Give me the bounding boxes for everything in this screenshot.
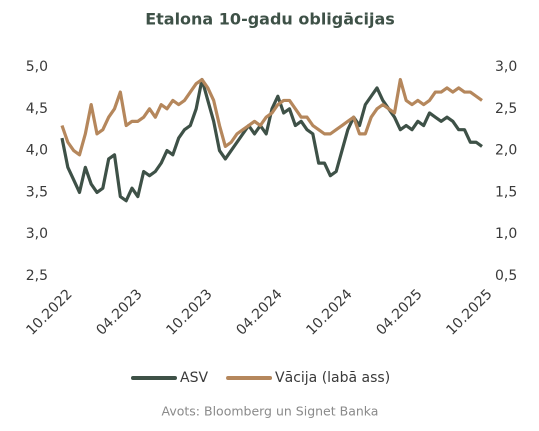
x-tick-label: 10.2022 <box>23 286 75 338</box>
chart-title: Etalona 10-gadu obligācijas <box>145 10 395 29</box>
x-tick-label: 04.2025 <box>373 286 425 338</box>
x-tick-label: 04.2023 <box>93 286 145 338</box>
y-tick-label: 2,5 <box>26 268 48 284</box>
x-tick-label: 10.2023 <box>163 286 215 338</box>
legend-label: Vācija (labā ass) <box>275 370 390 386</box>
y-tick-label: 3,5 <box>26 184 48 200</box>
source-note: Avots: Bloomberg un Signet Banka <box>162 404 379 419</box>
y-tick-label: 4,0 <box>26 143 48 159</box>
y-tick-label: 3,0 <box>26 226 48 242</box>
x-tick-label: 10.2024 <box>303 286 355 338</box>
y2-tick-label: 1,5 <box>495 184 517 200</box>
y-tick-label: 4,5 <box>26 101 48 117</box>
y-tick-label: 5,0 <box>26 59 48 75</box>
y2-tick-label: 0,5 <box>495 268 517 284</box>
series-line <box>60 77 483 203</box>
x-tick-label: 04.2024 <box>233 286 285 338</box>
y2-tick-label: 3,0 <box>495 59 517 75</box>
legend-label: ASV <box>180 370 208 386</box>
y2-tick-label: 2,0 <box>495 143 517 159</box>
series-line <box>60 77 483 157</box>
y2-tick-label: 1,0 <box>495 226 517 242</box>
x-tick-label: 10.2025 <box>443 286 495 338</box>
y2-tick-label: 2,5 <box>495 101 517 117</box>
